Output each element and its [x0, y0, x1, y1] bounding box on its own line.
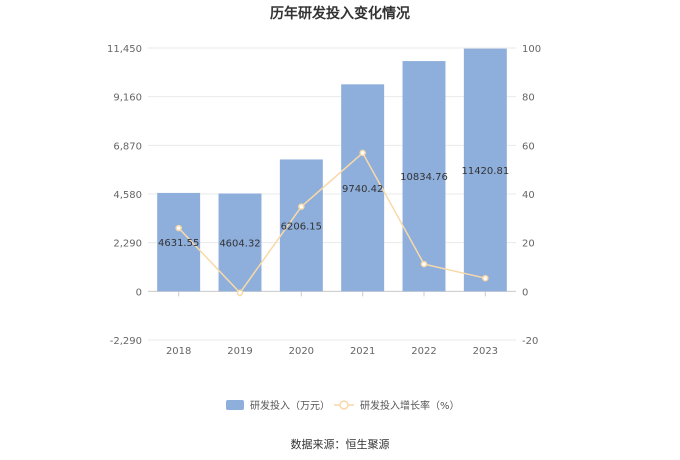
growth-point — [420, 260, 428, 268]
legend-label-bars: 研发投入（万元） — [250, 399, 330, 412]
growth-point — [359, 149, 366, 157]
chart-title: 历年研发投入变化情况 — [270, 6, 410, 22]
growth-line — [178, 151, 486, 294]
bar-value-label: 10834.76 — [400, 172, 448, 183]
growth-point — [298, 203, 305, 210]
y-right-tick-label: 40 — [522, 190, 535, 201]
y-right-tick-label: 20 — [522, 239, 535, 250]
y-right-tick-label: 100 — [522, 44, 541, 55]
bar — [218, 193, 262, 292]
bar — [402, 61, 446, 292]
x-tick-label: 2020 — [289, 346, 314, 357]
bar — [463, 48, 507, 292]
y-left-tick-label: -2,290 — [110, 336, 142, 347]
y-left-tick-label: 11,450 — [107, 44, 142, 55]
bar-value-label: 4631.55 — [158, 238, 199, 249]
x-tick-label: 2023 — [473, 346, 498, 357]
x-tick-label: 2018 — [166, 346, 191, 357]
y-right-tick-label: 60 — [522, 141, 535, 152]
x-tick-label: 2019 — [227, 346, 252, 357]
bar-value-label: 6206.15 — [281, 221, 322, 232]
y-left-tick-label: 2,290 — [113, 239, 142, 250]
bar-value-label: 11420.81 — [461, 166, 509, 177]
growth-point — [482, 274, 489, 282]
legend-label-line: 研发投入增长率（%） — [360, 399, 460, 412]
growth-point — [175, 224, 182, 232]
bar — [341, 84, 385, 292]
bar-value-label: 9740.42 — [342, 184, 383, 195]
x-tick-label: 2022 — [411, 346, 436, 357]
y-left-tick-label: 9,160 — [113, 93, 142, 104]
growth-point — [236, 289, 244, 297]
y-right-tick-label: 0 — [522, 287, 528, 298]
y-left-tick-label: 4,580 — [113, 190, 142, 201]
x-tick-label: 2021 — [350, 346, 375, 357]
source-text: 数据来源：恒生聚源 — [290, 438, 390, 451]
bar-value-label: 4604.32 — [219, 238, 260, 249]
legend-swatch-marker — [339, 400, 349, 410]
y-right-tick-label: 80 — [522, 93, 535, 104]
bar — [279, 159, 323, 292]
y-right-tick-label: -20 — [522, 336, 538, 347]
y-left-tick-label: 6,870 — [113, 141, 142, 152]
legend-swatch-bars — [226, 400, 244, 410]
y-left-tick-label: 0 — [136, 287, 142, 298]
